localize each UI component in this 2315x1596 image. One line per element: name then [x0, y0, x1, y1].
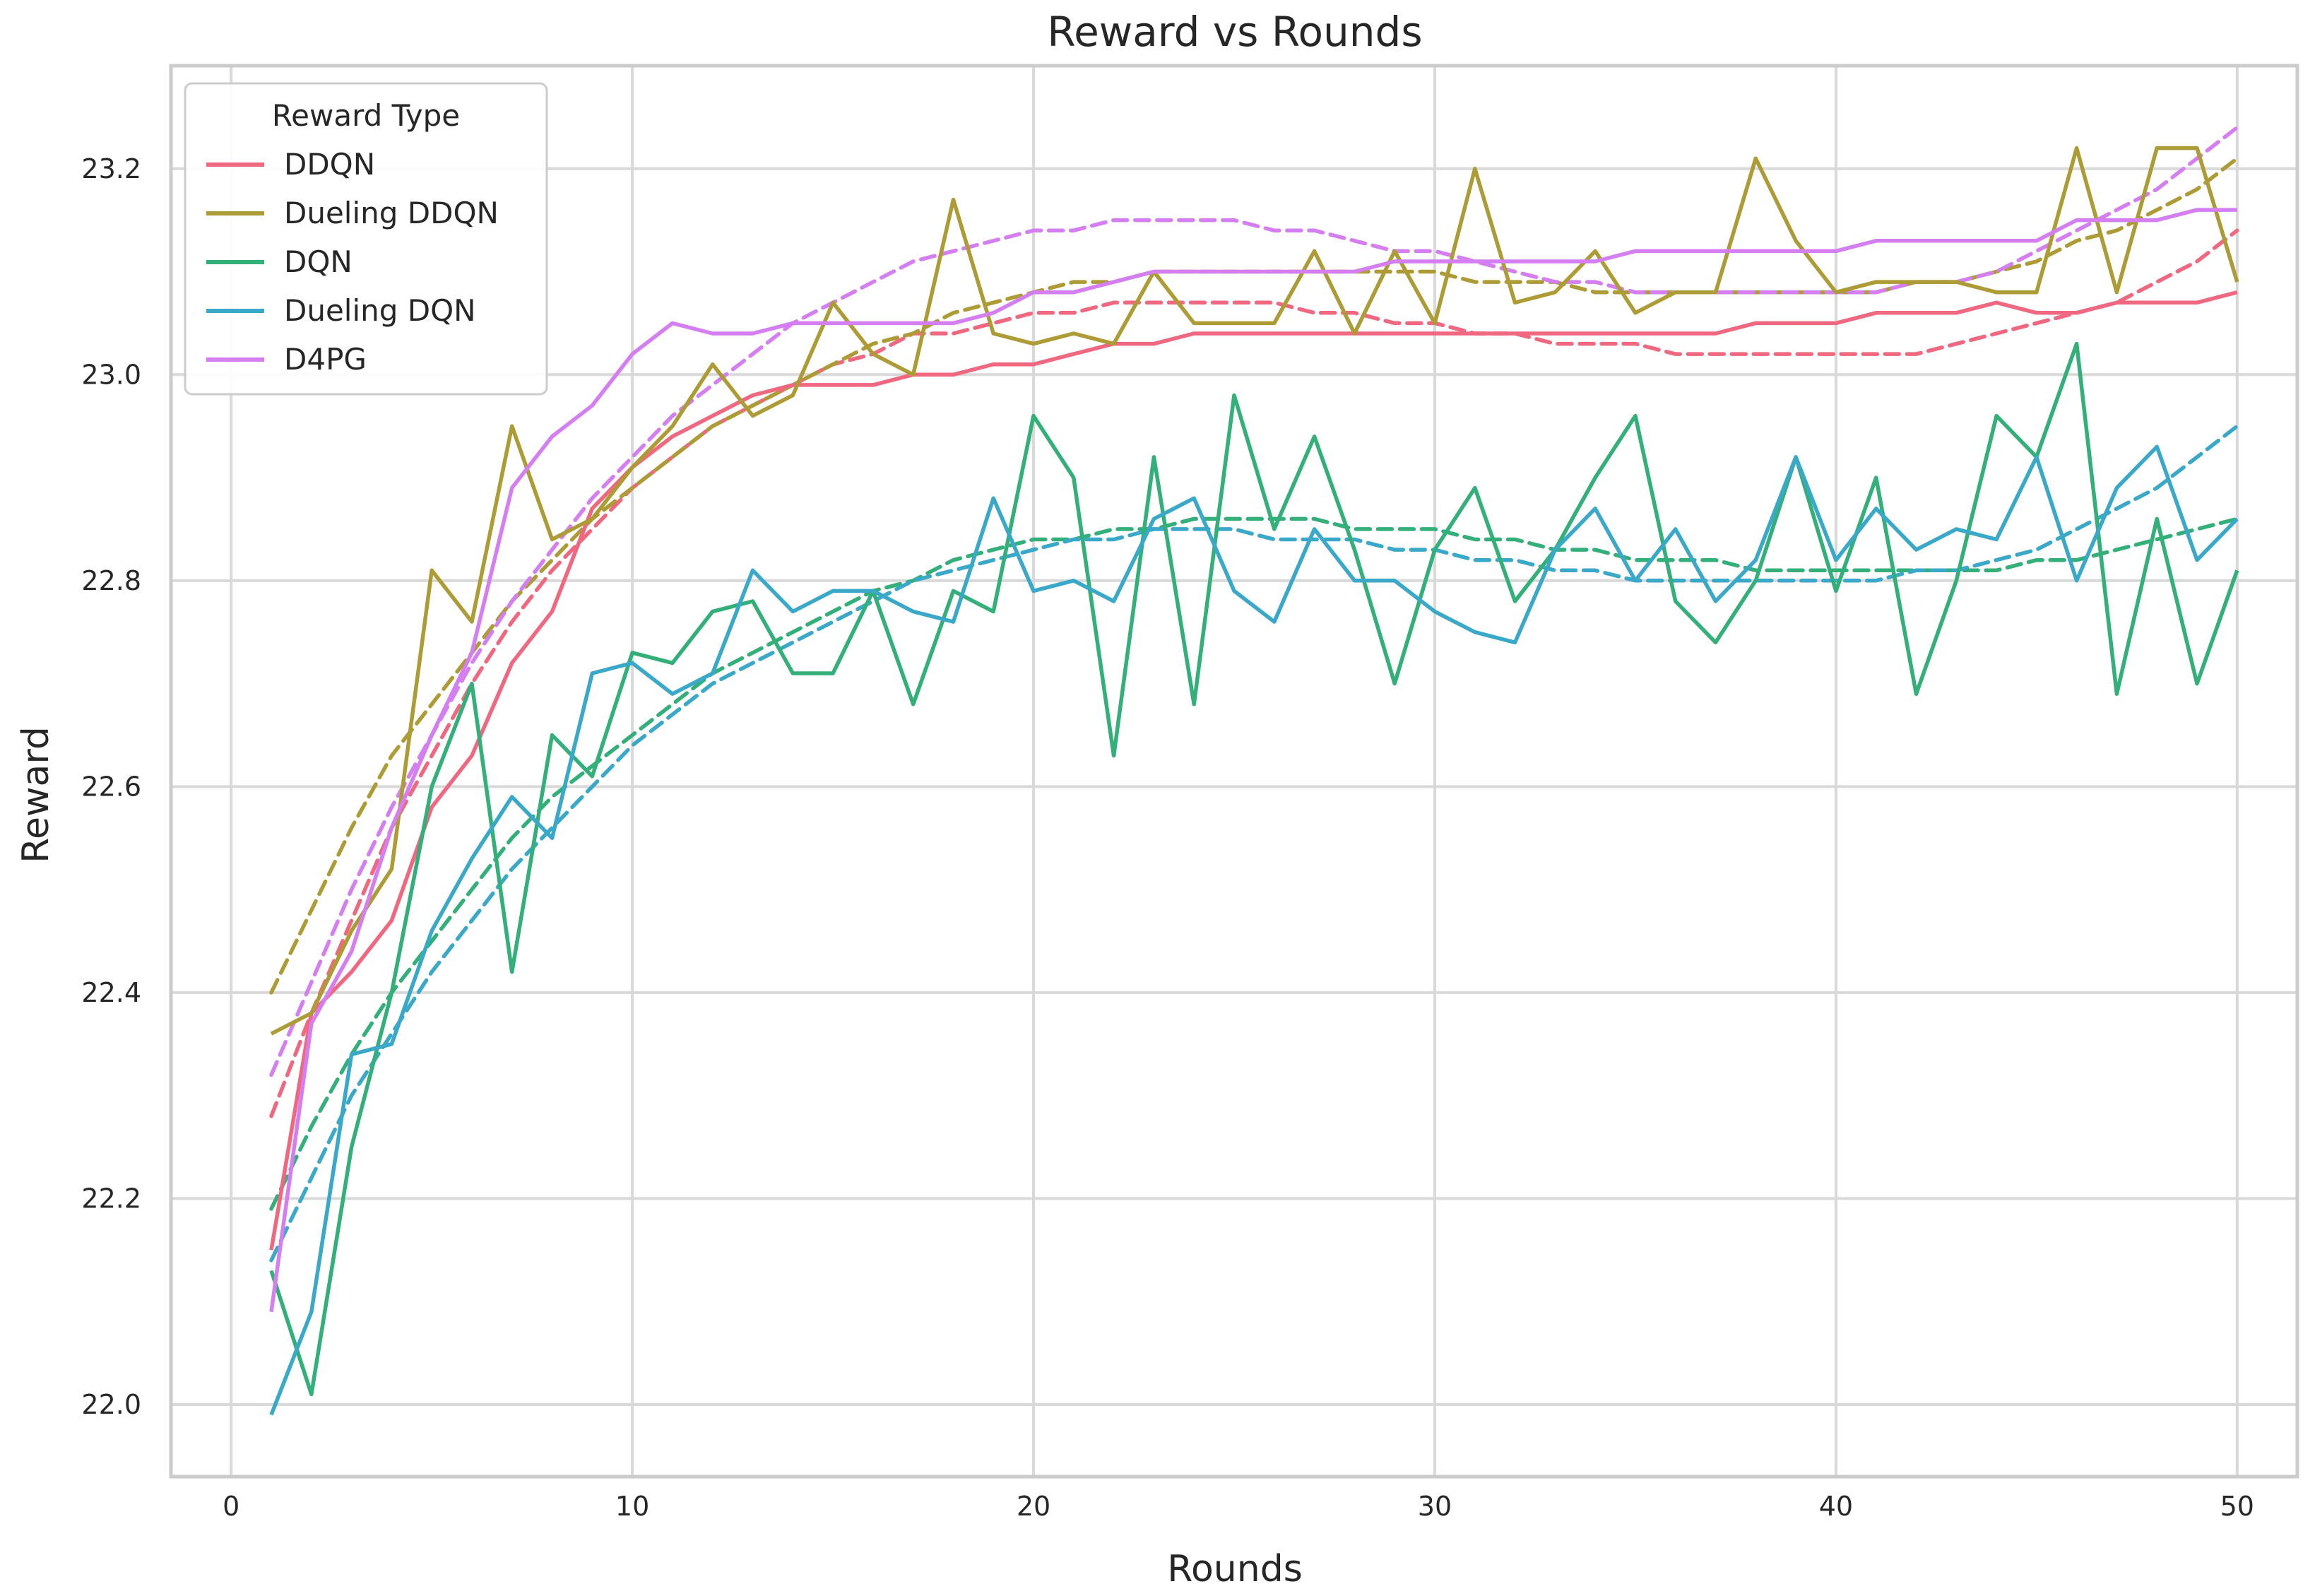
x-axis-ticks: 0 10 20 30 40 50 — [223, 1491, 2254, 1522]
legend-label-ddqn: DDQN — [284, 147, 375, 182]
series-lines — [269, 146, 2239, 1416]
legend-label-d4pg: D4PG — [284, 342, 367, 377]
y-tick-label: 22.2 — [81, 1183, 141, 1214]
legend-title: Reward Type — [272, 98, 460, 133]
x-tick-label: 20 — [1017, 1491, 1050, 1522]
x-tick-label: 40 — [1819, 1491, 1853, 1522]
grid — [171, 66, 2297, 1477]
y-tick-label: 22.4 — [81, 977, 141, 1008]
chart-title: Reward vs Rounds — [1047, 8, 1422, 56]
legend-label-dueling-dqn: Dueling DQN — [284, 293, 476, 328]
trend-line-d4pg — [269, 125, 2239, 1077]
trend-line-dueling-dqn — [269, 424, 2239, 1263]
series-line-d4pg — [269, 208, 2237, 1313]
legend-box — [184, 82, 548, 396]
y-tick-label: 22.8 — [81, 565, 141, 596]
series-line-dueling-ddqn — [270, 146, 2239, 1036]
y-axis-label: Reward — [15, 726, 57, 863]
legend-label-dqn: DQN — [284, 244, 353, 279]
legend-label-dueling-ddqn: Dueling DDQN — [284, 196, 499, 230]
series-line-ddqn — [269, 290, 2238, 1251]
y-tick-label: 22.6 — [81, 771, 141, 802]
y-tick-label: 23.2 — [81, 153, 141, 184]
x-tick-label: 30 — [1418, 1491, 1452, 1522]
y-tick-label: 23.0 — [81, 359, 141, 390]
y-tick-label: 22.0 — [81, 1389, 141, 1420]
plot-frame — [169, 64, 2299, 1479]
x-tick-label: 0 — [223, 1491, 239, 1522]
series-line-dqn — [269, 341, 2239, 1397]
series-line-dueling-dqn — [269, 444, 2239, 1416]
legend: Reward Type DDQN Dueling DDQN DQN Dueling DQ… — [184, 82, 548, 396]
x-tick-label: 50 — [2220, 1491, 2254, 1522]
trend-line-ddqn — [269, 228, 2239, 1118]
y-axis-ticks: 22.0 22.2 22.4 22.6 22.8 23.0 23.2 — [81, 153, 141, 1420]
x-axis-label: Rounds — [1167, 1548, 1303, 1590]
x-tick-label: 10 — [615, 1491, 649, 1522]
